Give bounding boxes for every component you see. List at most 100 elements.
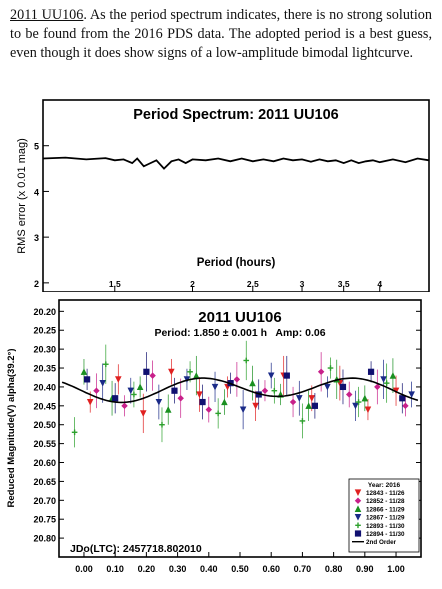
data-point bbox=[311, 402, 318, 409]
chart1-x-tick-label: 3 bbox=[300, 279, 305, 289]
paragraph-text: . As the period spectrum indicates, ther… bbox=[10, 7, 432, 61]
chart1-x-tick-label: 2 bbox=[190, 279, 195, 289]
chart2-y-tick-label: 20.80 bbox=[33, 534, 56, 544]
series-3 bbox=[99, 359, 415, 430]
data-point bbox=[103, 361, 109, 368]
data-point bbox=[159, 421, 165, 428]
chart2-y-tick-label: 20.55 bbox=[33, 439, 56, 449]
data-point bbox=[249, 379, 256, 387]
data-point bbox=[299, 418, 306, 424]
series-5 bbox=[83, 352, 406, 420]
legend-label: 12867 - 11/29 bbox=[366, 515, 405, 522]
chart2-x-tick-label: 0.80 bbox=[325, 564, 343, 574]
data-point bbox=[267, 372, 275, 380]
legend-label: 2nd Order bbox=[366, 539, 397, 546]
chart2-x-tick-label: 0.40 bbox=[200, 564, 218, 574]
chart1-x-tick-label: 4 bbox=[377, 279, 382, 289]
chart2-y-tick-label: 20.45 bbox=[33, 401, 56, 411]
chart2-y-tick-label: 20.65 bbox=[33, 477, 56, 487]
chart2-x-tick-label: 0.70 bbox=[294, 564, 312, 574]
data-point bbox=[271, 387, 278, 394]
data-point bbox=[364, 406, 372, 414]
data-point bbox=[199, 398, 206, 406]
chart2-ylabel: Reduced Magnitude(V) alpha(39.2°) bbox=[6, 349, 17, 508]
data-point bbox=[399, 395, 406, 402]
data-point bbox=[205, 406, 213, 413]
chart1-y-axis: 2 3 4 5 bbox=[34, 142, 49, 289]
data-point bbox=[361, 394, 369, 402]
data-point bbox=[71, 429, 78, 436]
chart2-y-tick-label: 20.50 bbox=[33, 420, 56, 430]
series-1 bbox=[93, 352, 409, 423]
data-point bbox=[149, 372, 156, 379]
chart1-title: Period Spectrum: 2011 UU106 bbox=[133, 107, 339, 123]
chart2-y-tick-label: 20.25 bbox=[33, 326, 56, 336]
data-point bbox=[211, 383, 219, 391]
chart2-x-tick-label: 0.20 bbox=[138, 564, 156, 574]
chart1-y-tick-label: 4 bbox=[34, 187, 39, 197]
data-point bbox=[354, 497, 362, 504]
chart1-xlabel: Period (hours) bbox=[197, 257, 276, 269]
legend-label: 12894 - 11/30 bbox=[366, 531, 405, 538]
data-point bbox=[131, 391, 137, 398]
data-point bbox=[239, 406, 247, 414]
data-point bbox=[155, 398, 163, 406]
chart1-x-axis: 1.5 2 2.5 3 3.5 4 bbox=[109, 279, 382, 292]
chart2-x-tick-label: 0.30 bbox=[169, 564, 187, 574]
chart1-ylabel: RMS error (x 0.01 mag) bbox=[16, 138, 28, 254]
legend-label: 12893 - 11/30 bbox=[366, 523, 405, 530]
fit-curve bbox=[61, 377, 419, 404]
chart2-annotation: JDo(LTC): 2457718.802010 bbox=[70, 543, 202, 555]
data-point bbox=[171, 387, 178, 394]
chart2-x-tick-label: 1.00 bbox=[387, 564, 405, 574]
data-point bbox=[355, 522, 361, 529]
data-point bbox=[296, 395, 303, 402]
chart2-y-tick-label: 20.20 bbox=[33, 307, 56, 317]
chart1-frame bbox=[42, 99, 430, 292]
object-link[interactable]: 2011 UU106 bbox=[10, 7, 84, 23]
chart1-series-line bbox=[42, 156, 430, 170]
data-point bbox=[221, 398, 228, 406]
data-point bbox=[354, 489, 362, 496]
data-point bbox=[115, 376, 122, 383]
chart2-y-tick-label: 20.60 bbox=[33, 458, 56, 468]
chart1-x-tick-label: 3.5 bbox=[338, 279, 350, 289]
data-point bbox=[139, 410, 147, 417]
data-point bbox=[187, 369, 193, 375]
chart2-x-tick-label: 0.60 bbox=[262, 564, 280, 574]
data-point bbox=[317, 368, 325, 376]
data-point bbox=[233, 376, 241, 383]
chart1-y-tick-label: 5 bbox=[34, 142, 39, 152]
data-point bbox=[289, 398, 297, 406]
data-point bbox=[86, 398, 94, 406]
body-paragraph: 2011 UU106. As the period spectrum indic… bbox=[10, 6, 432, 63]
legend-label: 12866 - 11/29 bbox=[366, 506, 405, 513]
chart2-y-tick-label: 20.40 bbox=[33, 382, 56, 392]
data-point bbox=[99, 380, 106, 387]
data-point bbox=[308, 395, 316, 402]
chart1-y-tick-label: 3 bbox=[34, 233, 39, 243]
data-point bbox=[261, 387, 269, 394]
data-point bbox=[83, 376, 91, 383]
legend-label: 12843 - 11/26 bbox=[366, 490, 405, 497]
chart2-y-tick-label: 20.30 bbox=[33, 345, 56, 355]
data-point bbox=[339, 383, 347, 391]
chart2-x-tick-label: 0.90 bbox=[356, 564, 374, 574]
data-point bbox=[383, 380, 390, 386]
legend-title: Year: 2016 bbox=[368, 482, 401, 489]
series-2 bbox=[80, 355, 397, 425]
chart2-x-tick-label: 0.00 bbox=[75, 564, 93, 574]
data-point bbox=[164, 406, 172, 413]
data-point bbox=[374, 383, 381, 391]
data-point bbox=[352, 402, 359, 410]
data-point bbox=[324, 383, 331, 391]
data-point bbox=[327, 365, 334, 371]
data-point bbox=[143, 368, 150, 375]
chart2-x-axis: 0.00 0.10 0.20 0.30 0.40 0.50 0.60 0.70 0.80 0.90… bbox=[75, 552, 405, 574]
chart1-x-tick-label: 1.5 bbox=[109, 279, 121, 289]
data-point bbox=[345, 391, 353, 398]
chart2-plot-area bbox=[61, 340, 419, 448]
data-point bbox=[196, 391, 203, 398]
